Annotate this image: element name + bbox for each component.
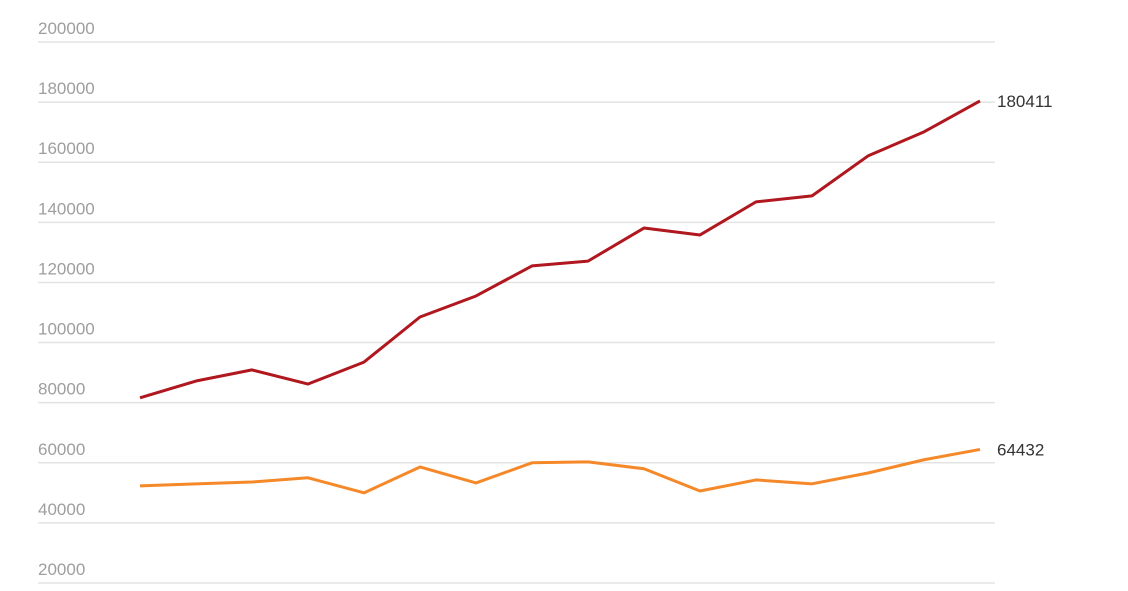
end-label: 64432 xyxy=(997,440,1044,459)
y-tick-label: 100000 xyxy=(38,320,95,339)
y-tick-label: 40000 xyxy=(38,500,85,519)
line xyxy=(139,447,981,495)
y-tick-label: 80000 xyxy=(38,380,85,399)
line xyxy=(139,99,981,400)
y-tick-label: 120000 xyxy=(38,259,95,278)
y-tick-label: 200000 xyxy=(38,19,95,38)
y-tick-label: 180000 xyxy=(38,79,95,98)
y-tick-label: 20000 xyxy=(38,560,85,579)
y-tick-label: 160000 xyxy=(38,139,95,158)
y-tick-label: 140000 xyxy=(38,199,95,218)
end-label: 180411 xyxy=(997,92,1052,111)
y-tick-label: 60000 xyxy=(38,440,85,459)
